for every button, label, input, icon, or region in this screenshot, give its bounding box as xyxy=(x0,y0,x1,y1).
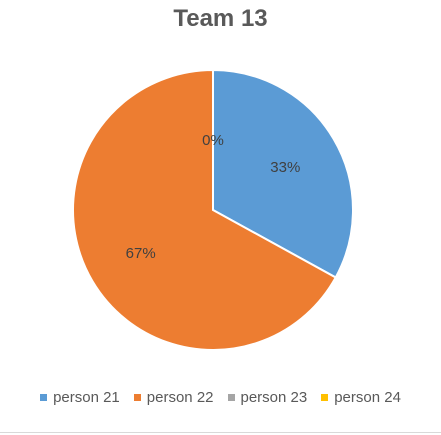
legend-swatch xyxy=(133,394,141,401)
legend-label: person 21 xyxy=(53,389,120,406)
legend-swatch xyxy=(321,394,329,401)
pie-chart: 33% 67% 0% xyxy=(72,68,354,351)
divider xyxy=(0,432,441,433)
legend: person 21 person 22 person 23 person 24 xyxy=(0,389,441,406)
pie-slice-person-21 xyxy=(212,68,354,279)
legend-item-person-24: person 24 xyxy=(321,389,401,406)
legend-swatch xyxy=(40,394,48,401)
legend-item-person-21: person 21 xyxy=(40,389,120,406)
legend-label: person 22 xyxy=(146,389,214,406)
data-label-person-22: 67% xyxy=(126,245,156,262)
pie-slice-person-22 xyxy=(72,68,338,351)
legend-item-person-22: person 22 xyxy=(133,389,214,406)
chart-title: Team 13 xyxy=(173,5,268,32)
legend-label: person 24 xyxy=(334,389,401,406)
legend-item-person-23: person 23 xyxy=(227,389,308,406)
data-label-person-21: 33% xyxy=(270,159,300,176)
legend-swatch xyxy=(227,394,235,401)
data-label-person-23: 0% xyxy=(202,132,224,149)
legend-label: person 23 xyxy=(240,389,308,406)
